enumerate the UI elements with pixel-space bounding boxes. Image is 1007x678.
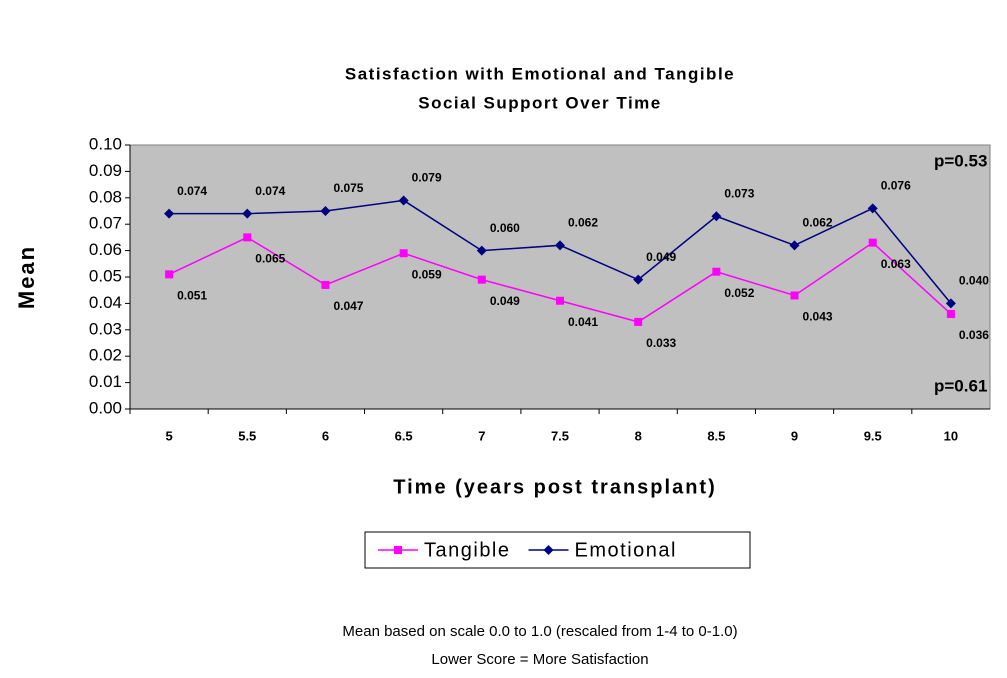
data-label: 0.047 — [333, 299, 363, 313]
data-label: 0.043 — [803, 310, 833, 324]
marker — [790, 291, 799, 300]
marker — [320, 206, 331, 216]
x-tick-label: 5.5 — [238, 428, 256, 443]
marker — [633, 274, 644, 285]
y-tick-label: 0.05 — [89, 266, 122, 285]
marker — [946, 309, 955, 318]
data-label: 0.049 — [490, 294, 520, 308]
marker — [867, 203, 878, 214]
marker — [868, 238, 877, 247]
data-label: 0.036 — [959, 328, 989, 342]
marker — [556, 296, 564, 305]
marker — [712, 267, 721, 276]
x-tick-label: 8.5 — [707, 428, 725, 443]
x-tick-label: 7 — [478, 428, 485, 443]
data-label: 0.062 — [803, 215, 833, 229]
chart-title: Satisfaction with Emotional and Tangible — [345, 64, 735, 83]
annotation: p=0.61 — [934, 376, 987, 395]
data-label: 0.041 — [568, 315, 598, 329]
footnote: Mean based on scale 0.0 to 1.0 (rescaled… — [342, 623, 737, 640]
marker — [634, 317, 643, 326]
marker — [555, 240, 565, 251]
x-axis-label: Time (years post transplant) — [393, 476, 716, 498]
data-label: 0.049 — [646, 250, 676, 264]
marker — [945, 298, 956, 309]
marker — [164, 208, 175, 219]
legend-label: Tangible — [424, 539, 511, 561]
x-tick-label: 7.5 — [551, 428, 569, 443]
data-label: 0.076 — [881, 179, 911, 193]
marker — [398, 195, 409, 206]
marker — [477, 275, 486, 284]
legend-label: Emotional — [575, 539, 677, 561]
x-tick-label: 9 — [791, 428, 798, 443]
marker — [394, 546, 402, 554]
x-tick-label: 9.5 — [864, 428, 882, 443]
y-tick-label: 0.08 — [89, 187, 122, 206]
footnote: Lower Score = More Satisfaction — [431, 651, 648, 668]
data-label: 0.075 — [333, 181, 363, 195]
data-label: 0.079 — [412, 171, 442, 185]
marker — [399, 249, 408, 258]
data-label: 0.040 — [959, 274, 989, 288]
y-axis-label: Mean — [14, 245, 39, 309]
data-label: 0.073 — [724, 186, 754, 200]
y-tick-label: 0.02 — [89, 346, 122, 365]
marker — [243, 233, 252, 242]
x-tick-label: 5 — [165, 428, 172, 443]
y-tick-label: 0.07 — [89, 214, 122, 233]
marker — [242, 208, 253, 219]
data-label: 0.059 — [412, 267, 442, 281]
y-tick-label: 0.00 — [89, 398, 122, 417]
data-label: 0.074 — [177, 184, 207, 198]
data-label: 0.033 — [646, 336, 676, 350]
y-tick-label: 0.04 — [89, 293, 122, 312]
chart-title: Social Support Over Time — [418, 93, 662, 112]
y-tick-label: 0.10 — [89, 134, 122, 153]
data-label: 0.065 — [255, 252, 285, 266]
data-label: 0.063 — [881, 257, 911, 271]
marker — [476, 245, 487, 256]
x-tick-label: 10 — [944, 428, 958, 443]
annotation: p=0.53 — [934, 151, 987, 170]
y-tick-label: 0.09 — [89, 161, 122, 180]
marker — [711, 211, 722, 222]
plot-area — [129, 144, 991, 410]
marker — [789, 240, 800, 251]
x-tick-label: 6 — [322, 428, 329, 443]
data-label: 0.060 — [490, 221, 520, 235]
y-tick-label: 0.01 — [89, 372, 122, 391]
data-label: 0.062 — [568, 215, 598, 229]
data-label: 0.051 — [177, 289, 207, 303]
marker — [165, 270, 174, 279]
marker — [543, 545, 554, 555]
data-label: 0.052 — [724, 286, 754, 300]
x-tick-label: 6.5 — [395, 428, 413, 443]
data-label: 0.074 — [255, 184, 285, 198]
y-tick-label: 0.03 — [89, 319, 122, 338]
y-tick-label: 0.06 — [89, 240, 122, 259]
marker — [321, 280, 330, 289]
x-tick-label: 8 — [635, 428, 642, 443]
